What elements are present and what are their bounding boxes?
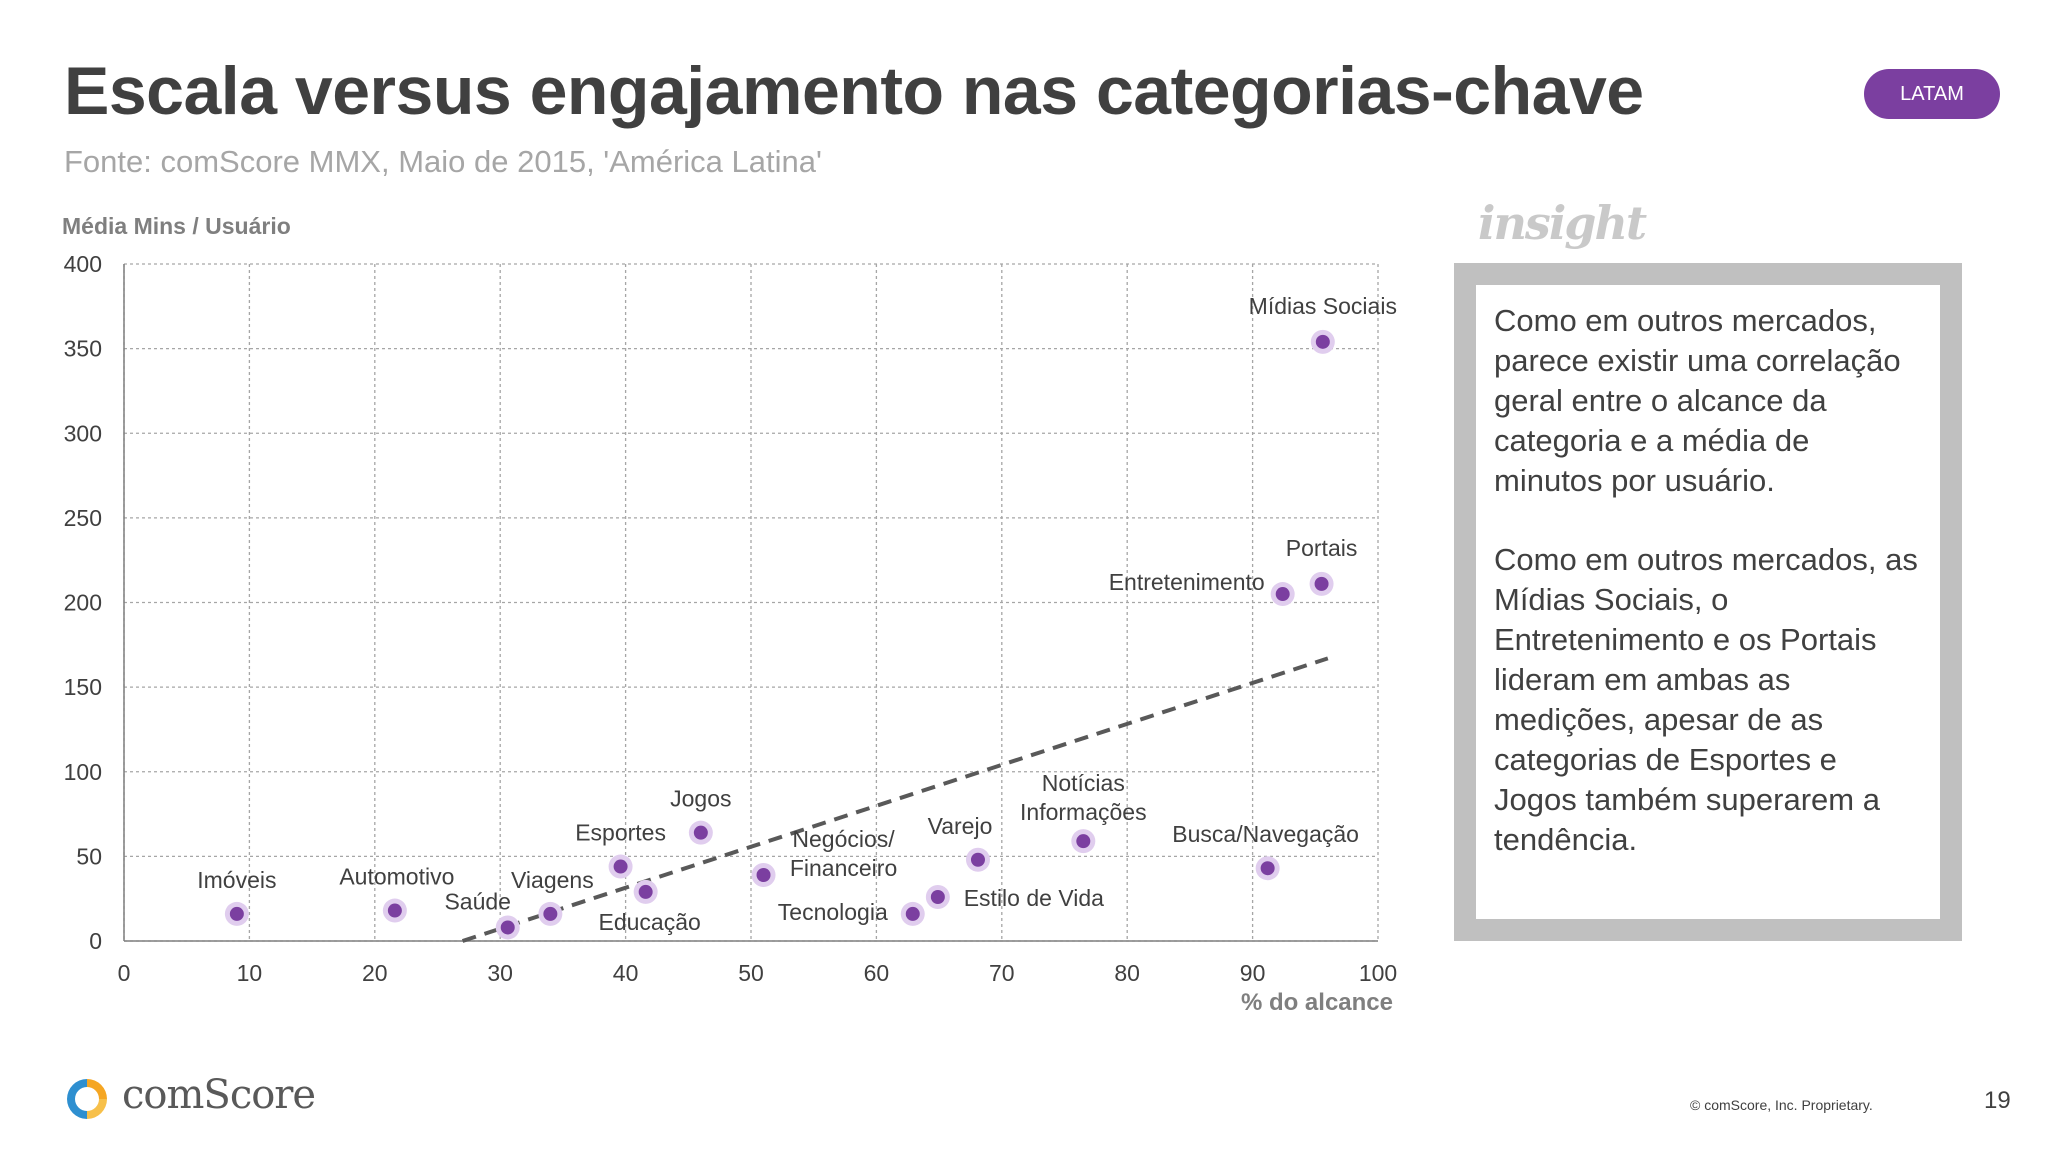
data-point <box>930 889 945 904</box>
point-label: Estilo de Vida <box>964 885 1104 911</box>
y-tick-label: 200 <box>64 590 102 616</box>
region-badge: LATAM <box>1864 69 2000 119</box>
x-tick-label: 30 <box>487 960 513 986</box>
y-tick-label: 0 <box>89 928 102 954</box>
point-label: Negócios/Financeiro <box>790 826 897 881</box>
data-point <box>229 906 244 921</box>
point-label: Mídias Sociais <box>1249 293 1397 319</box>
insight-paragraph: Como em outros mercados, as Mídias Socia… <box>1494 542 1918 857</box>
page-number: 19 <box>1984 1087 2011 1114</box>
data-point <box>1314 576 1329 591</box>
point-label: Educação <box>599 909 701 935</box>
x-tick-label: 50 <box>738 960 764 986</box>
point-label: Saúde <box>444 888 511 914</box>
point-label: Tecnologia <box>778 899 888 925</box>
data-point <box>1275 587 1290 602</box>
x-tick-label: 80 <box>1114 960 1140 986</box>
data-point <box>1076 834 1091 849</box>
data-point <box>387 903 402 918</box>
data-point <box>613 859 628 874</box>
y-axis-ticks: 0 50 100 150 200 250 300 350 400 <box>64 251 102 954</box>
insight-paragraph: Como em outros mercados, parece existir … <box>1494 303 1901 498</box>
comscore-logo-icon <box>67 1079 107 1119</box>
point-label: Busca/Navegação <box>1172 821 1359 847</box>
data-point <box>1315 334 1330 349</box>
y-tick-label: 300 <box>64 420 102 446</box>
point-label: Viagens <box>511 867 594 893</box>
data-point <box>500 920 515 935</box>
point-label: Automotivo <box>339 864 454 890</box>
x-tick-label: 60 <box>864 960 890 986</box>
point-label: Esportes <box>575 820 666 846</box>
x-tick-label: 70 <box>989 960 1015 986</box>
data-point <box>756 867 771 882</box>
data-point <box>638 884 653 899</box>
x-tick-label: 0 <box>118 960 131 986</box>
trendline <box>461 656 1329 943</box>
x-tick-label: 100 <box>1359 960 1397 986</box>
data-point <box>905 906 920 921</box>
insight-heading: insight <box>1478 196 1647 250</box>
comscore-logo-text: comScore <box>122 1072 316 1118</box>
y-tick-label: 250 <box>64 505 102 531</box>
data-point <box>693 825 708 840</box>
point-label: Varejo <box>928 813 993 839</box>
x-axis-ticks: 0 10 20 30 40 50 60 70 80 90 100 <box>118 960 1398 986</box>
y-tick-label: 400 <box>64 251 102 277</box>
point-label: Imóveis <box>197 867 276 893</box>
data-point <box>543 906 558 921</box>
y-tick-label: 100 <box>64 759 102 785</box>
copyright-text: © comScore, Inc. Proprietary. <box>1690 1097 1873 1113</box>
scatter-chart: Média Mins / Usuário % do alcance 0 10 20 3… <box>62 213 1398 1016</box>
y-tick-label: 150 <box>64 674 102 700</box>
insight-panel: Como em outros mercados, parece existir … <box>1454 263 1962 941</box>
y-axis-label: Média Mins / Usuário <box>62 213 291 239</box>
y-tick-label: 50 <box>76 843 102 869</box>
data-points <box>224 329 1335 940</box>
x-tick-label: 20 <box>362 960 388 986</box>
data-point <box>970 852 985 867</box>
chart-grid <box>123 263 1379 942</box>
point-label: Portais <box>1286 535 1358 561</box>
page-title: Escala versus engajamento nas categorias… <box>64 53 1644 129</box>
x-tick-label: 90 <box>1240 960 1266 986</box>
x-tick-label: 40 <box>613 960 639 986</box>
point-label: Jogos <box>670 786 731 812</box>
page-subtitle: Fonte: comScore MMX, Maio de 2015, 'Amér… <box>64 144 822 179</box>
point-label: Entretenimento <box>1109 569 1265 595</box>
y-tick-label: 350 <box>64 336 102 362</box>
x-tick-label: 10 <box>237 960 263 986</box>
insight-content: Como em outros mercados, parece existir … <box>1476 285 1940 919</box>
data-point <box>1260 861 1275 876</box>
point-label: Notícias Informações <box>1020 770 1147 825</box>
x-axis-label: % do alcance <box>1241 989 1393 1016</box>
